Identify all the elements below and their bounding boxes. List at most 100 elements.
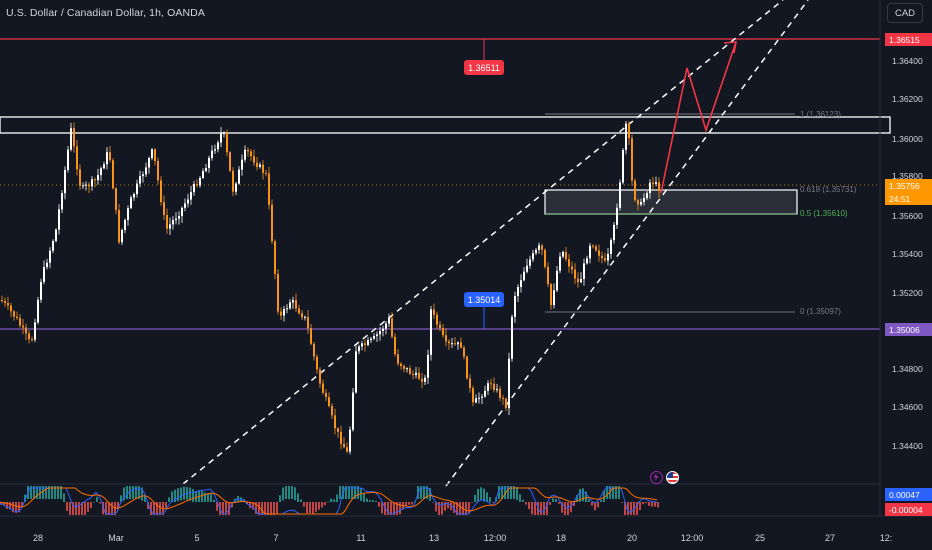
channel-upper-line[interactable] <box>182 0 784 485</box>
macd-bar <box>621 502 623 503</box>
candle-body <box>223 133 225 135</box>
candle-body <box>478 397 480 399</box>
macd-bar <box>333 499 335 502</box>
macd-bar <box>132 486 134 499</box>
macd-bar <box>72 502 74 515</box>
candle-body <box>538 245 540 250</box>
macd-bar <box>123 487 125 501</box>
macd-bar <box>258 502 260 515</box>
macd-bar <box>588 499 590 502</box>
time-label: 20 <box>626 533 638 543</box>
macd-bar <box>93 501 95 503</box>
candle-body <box>40 281 42 300</box>
candle-body <box>613 224 615 241</box>
macd-bar <box>99 502 101 504</box>
macd-bar <box>210 493 212 502</box>
macd-bar <box>54 486 56 499</box>
candle-body <box>328 397 330 406</box>
candle-body <box>493 383 495 390</box>
target-callout[interactable]: 1.36511 <box>464 60 504 75</box>
candle-body <box>229 152 231 171</box>
macd-bar <box>192 489 194 502</box>
macd-bar <box>321 502 323 508</box>
price-tick: 1.34800 <box>892 364 923 374</box>
candle-body <box>259 164 261 167</box>
candle-body <box>187 199 189 204</box>
candle-body <box>34 322 36 340</box>
candle-body <box>154 149 156 161</box>
candle-body <box>97 175 99 181</box>
candle-body <box>649 182 651 193</box>
candle-body <box>553 290 555 306</box>
candle-body <box>571 266 573 270</box>
macd-bar <box>519 494 521 502</box>
candle-body <box>175 218 177 221</box>
candle-body <box>253 156 255 163</box>
projection-path[interactable] <box>660 41 737 194</box>
macd-bar <box>363 492 365 502</box>
candle-body <box>559 256 561 271</box>
macd-bar <box>345 486 347 499</box>
macd-bar <box>579 488 581 502</box>
candle-body <box>157 160 159 181</box>
price-tick: 1.36200 <box>892 94 923 104</box>
candle-body <box>343 443 345 448</box>
candle-body <box>151 149 153 159</box>
candle-body <box>52 241 54 251</box>
macd-bar <box>66 502 68 511</box>
candle-body <box>184 203 186 208</box>
fib-retracement-zone[interactable] <box>544 189 798 215</box>
macd-bar <box>501 486 503 499</box>
candle-body <box>619 182 621 208</box>
macd-bar <box>69 502 71 515</box>
us-flag-icon[interactable] <box>666 471 679 484</box>
candle-body <box>544 249 546 267</box>
current-price-tag: 1.35756 <box>885 179 932 192</box>
candle-body <box>313 343 315 357</box>
candle-body <box>385 323 387 329</box>
macd-bar <box>477 488 479 502</box>
projection-arrowhead-icon <box>723 41 737 54</box>
macd-bar <box>654 502 656 507</box>
macd-bar <box>189 487 191 501</box>
candle-body <box>397 354 399 364</box>
candle-body <box>622 149 624 183</box>
macd-bar <box>252 502 254 510</box>
macd-bar <box>42 486 44 499</box>
macd-bar <box>594 502 596 511</box>
signal-value-tag: -0.00004 <box>885 503 932 516</box>
candle-body <box>463 347 465 357</box>
candle-body <box>22 325 24 328</box>
macd-bar <box>396 502 398 515</box>
candle-body <box>340 431 342 444</box>
macd-bar <box>348 486 350 499</box>
macd-bar <box>267 502 269 515</box>
symbol-title[interactable]: U.S. Dollar / Canadian Dollar, 1h, OANDA <box>6 7 205 19</box>
macd-value-tag: 0.00047 <box>885 488 932 501</box>
macd-bar <box>309 502 311 514</box>
candle-body <box>358 346 360 352</box>
macd-bar <box>138 486 140 499</box>
candle-body <box>301 313 303 318</box>
macd-bar <box>63 493 65 502</box>
currency-button[interactable]: CAD <box>887 3 923 23</box>
macd-bar <box>468 502 470 514</box>
macd-bar <box>582 488 584 502</box>
candle-body <box>337 428 339 432</box>
candle-body <box>565 251 567 260</box>
macd-bar <box>435 502 437 512</box>
candle-body <box>145 167 147 175</box>
candle-body <box>247 149 249 152</box>
macd-bar <box>204 492 206 502</box>
macd-bar <box>372 500 374 502</box>
macd-bar <box>336 494 338 502</box>
candle-body <box>265 172 267 174</box>
macd-bar <box>585 491 587 502</box>
resistance-zone[interactable] <box>0 116 891 134</box>
lightning-icon[interactable] <box>650 471 663 484</box>
macd-bar <box>600 499 602 502</box>
candle-body <box>190 192 192 200</box>
support-callout[interactable]: 1.35014 <box>464 292 504 307</box>
candle-body <box>424 377 426 382</box>
